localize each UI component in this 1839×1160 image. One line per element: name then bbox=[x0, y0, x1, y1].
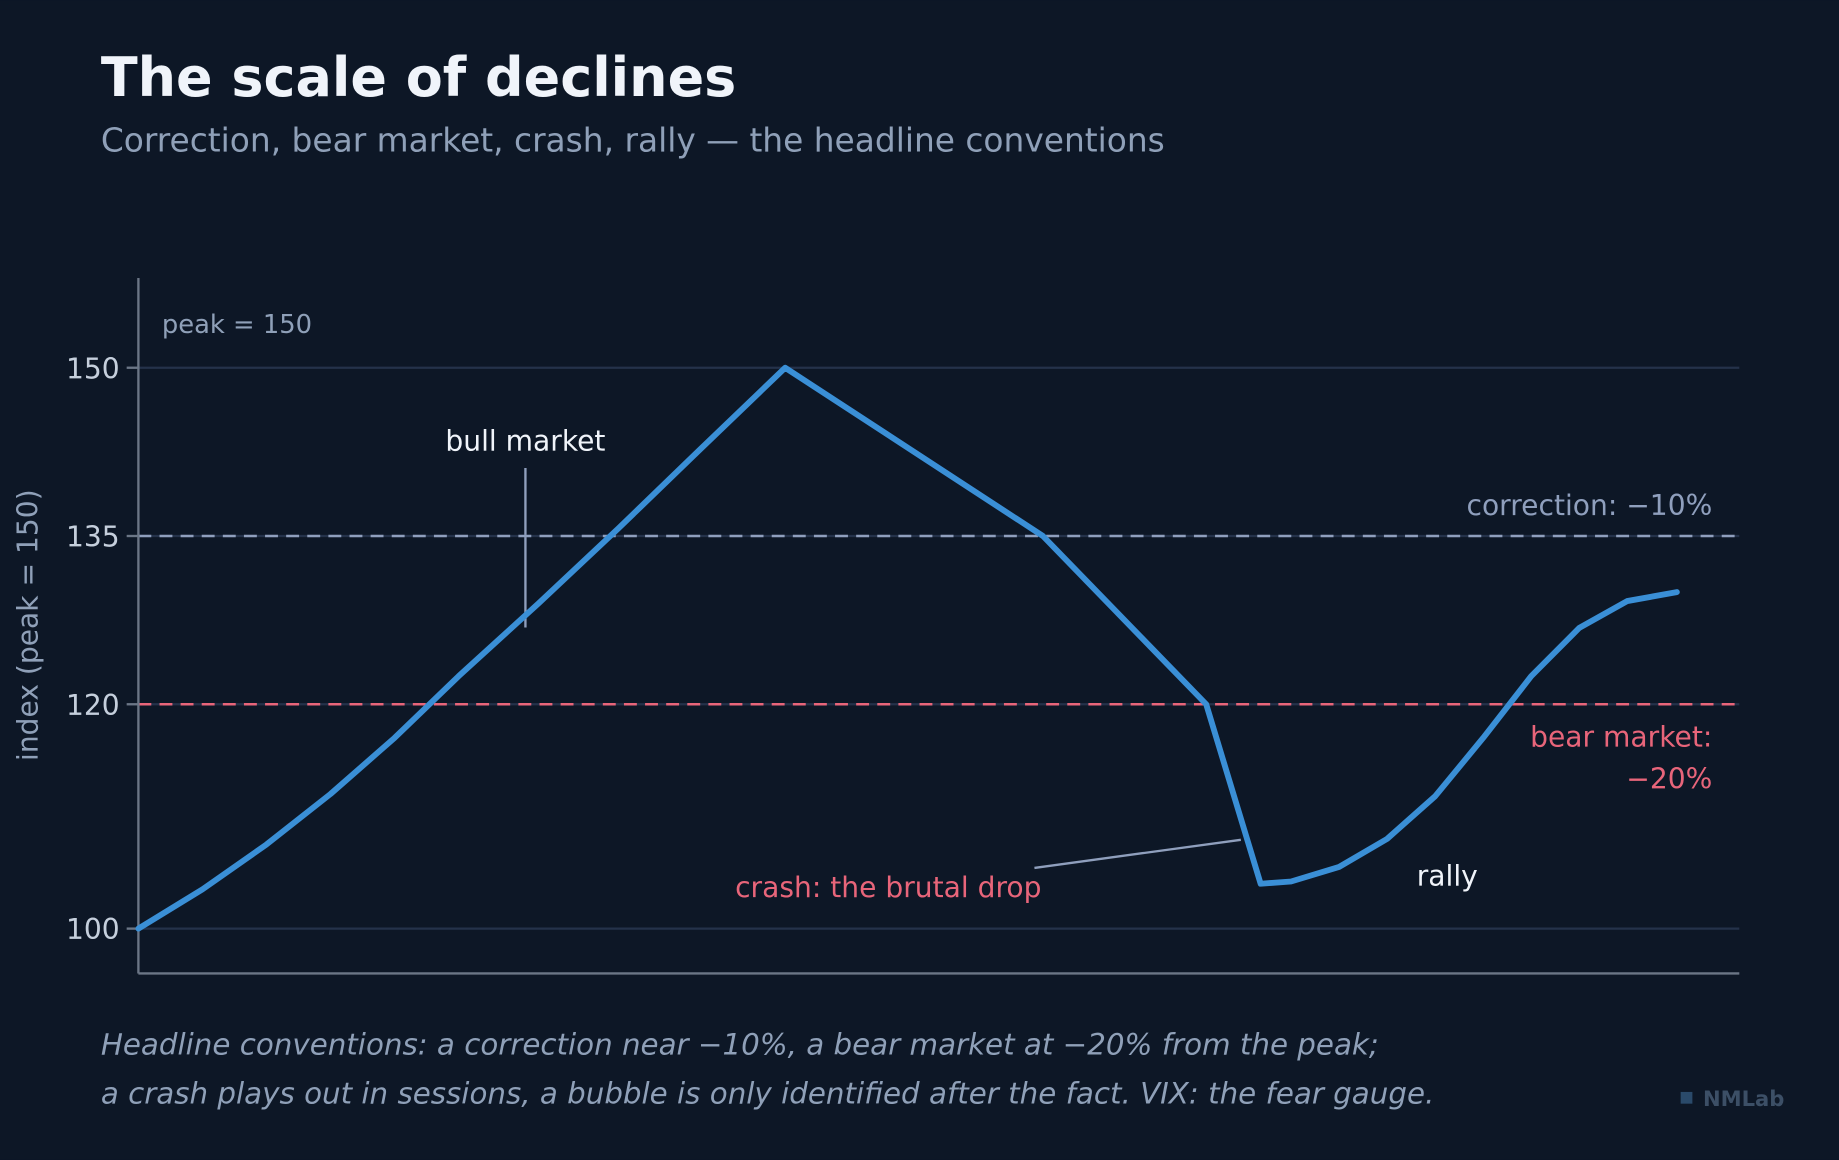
data-line bbox=[135, 364, 1680, 932]
annotation: bull market bbox=[445, 424, 605, 457]
y-tick-label: 100 bbox=[66, 913, 120, 946]
reference-label: correction: −10% bbox=[1467, 489, 1713, 522]
chart-subtitle: Correction, bear market, crash, rally — … bbox=[101, 121, 1165, 159]
watermark: NMLab bbox=[1703, 1086, 1784, 1111]
annotation: crash: the brutal drop bbox=[735, 871, 1041, 904]
watermark-icon bbox=[1680, 1091, 1693, 1104]
reference-label: −20% bbox=[1626, 763, 1712, 796]
annotation: rally bbox=[1417, 860, 1478, 893]
chart-title: The scale of declines bbox=[101, 46, 736, 109]
leader-line bbox=[1034, 838, 1242, 870]
annotation: peak = 150 bbox=[162, 310, 312, 340]
y-axis-label: index (peak = 150) bbox=[12, 489, 45, 761]
y-tick-label: 120 bbox=[66, 689, 120, 722]
y-tick-label: 150 bbox=[66, 352, 120, 385]
y-tick-label: 135 bbox=[66, 521, 120, 554]
footnote: Headline conventions: a correction near … bbox=[101, 1027, 1379, 1061]
reference-label: bear market: bbox=[1530, 720, 1712, 753]
footnote: a crash plays out in sessions, a bubble … bbox=[101, 1077, 1434, 1111]
